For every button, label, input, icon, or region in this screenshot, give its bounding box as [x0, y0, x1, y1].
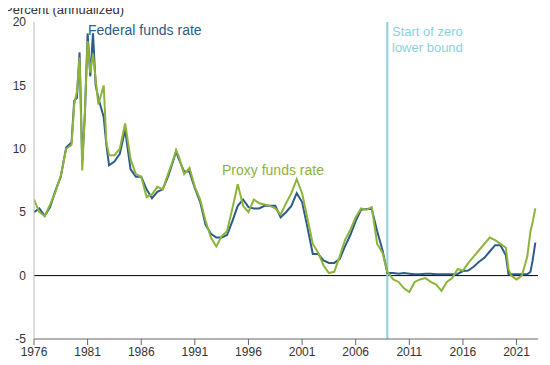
svg-text:10: 10: [13, 142, 27, 156]
svg-text:1981: 1981: [74, 345, 101, 357]
html-text:Percent (annualized): Percent (annualized): [4, 2, 124, 17]
svg-text:2011: 2011: [396, 345, 422, 357]
svg-text:1986: 1986: [128, 345, 155, 357]
svg-text:-5: -5: [15, 332, 26, 346]
svg-text:2021: 2021: [503, 345, 530, 357]
svg-text:15: 15: [13, 79, 27, 93]
html-text:Federal funds rate: Federal funds rate: [88, 22, 202, 38]
svg-text:2006: 2006: [342, 345, 369, 357]
svg-text:2016: 2016: [450, 345, 477, 357]
html-text:Proxy funds rate: Proxy funds rate: [222, 162, 324, 178]
svg-text:1976: 1976: [21, 345, 48, 357]
svg-text:2001: 2001: [289, 345, 316, 357]
svg-text:1991: 1991: [181, 345, 208, 357]
svg-text:5: 5: [19, 205, 26, 219]
html-text:Start of zero lower bound: Start of zero lower bound: [392, 24, 463, 55]
svg-text:20: 20: [13, 15, 27, 29]
svg-text:0: 0: [19, 269, 26, 283]
svg-text:1996: 1996: [235, 345, 262, 357]
